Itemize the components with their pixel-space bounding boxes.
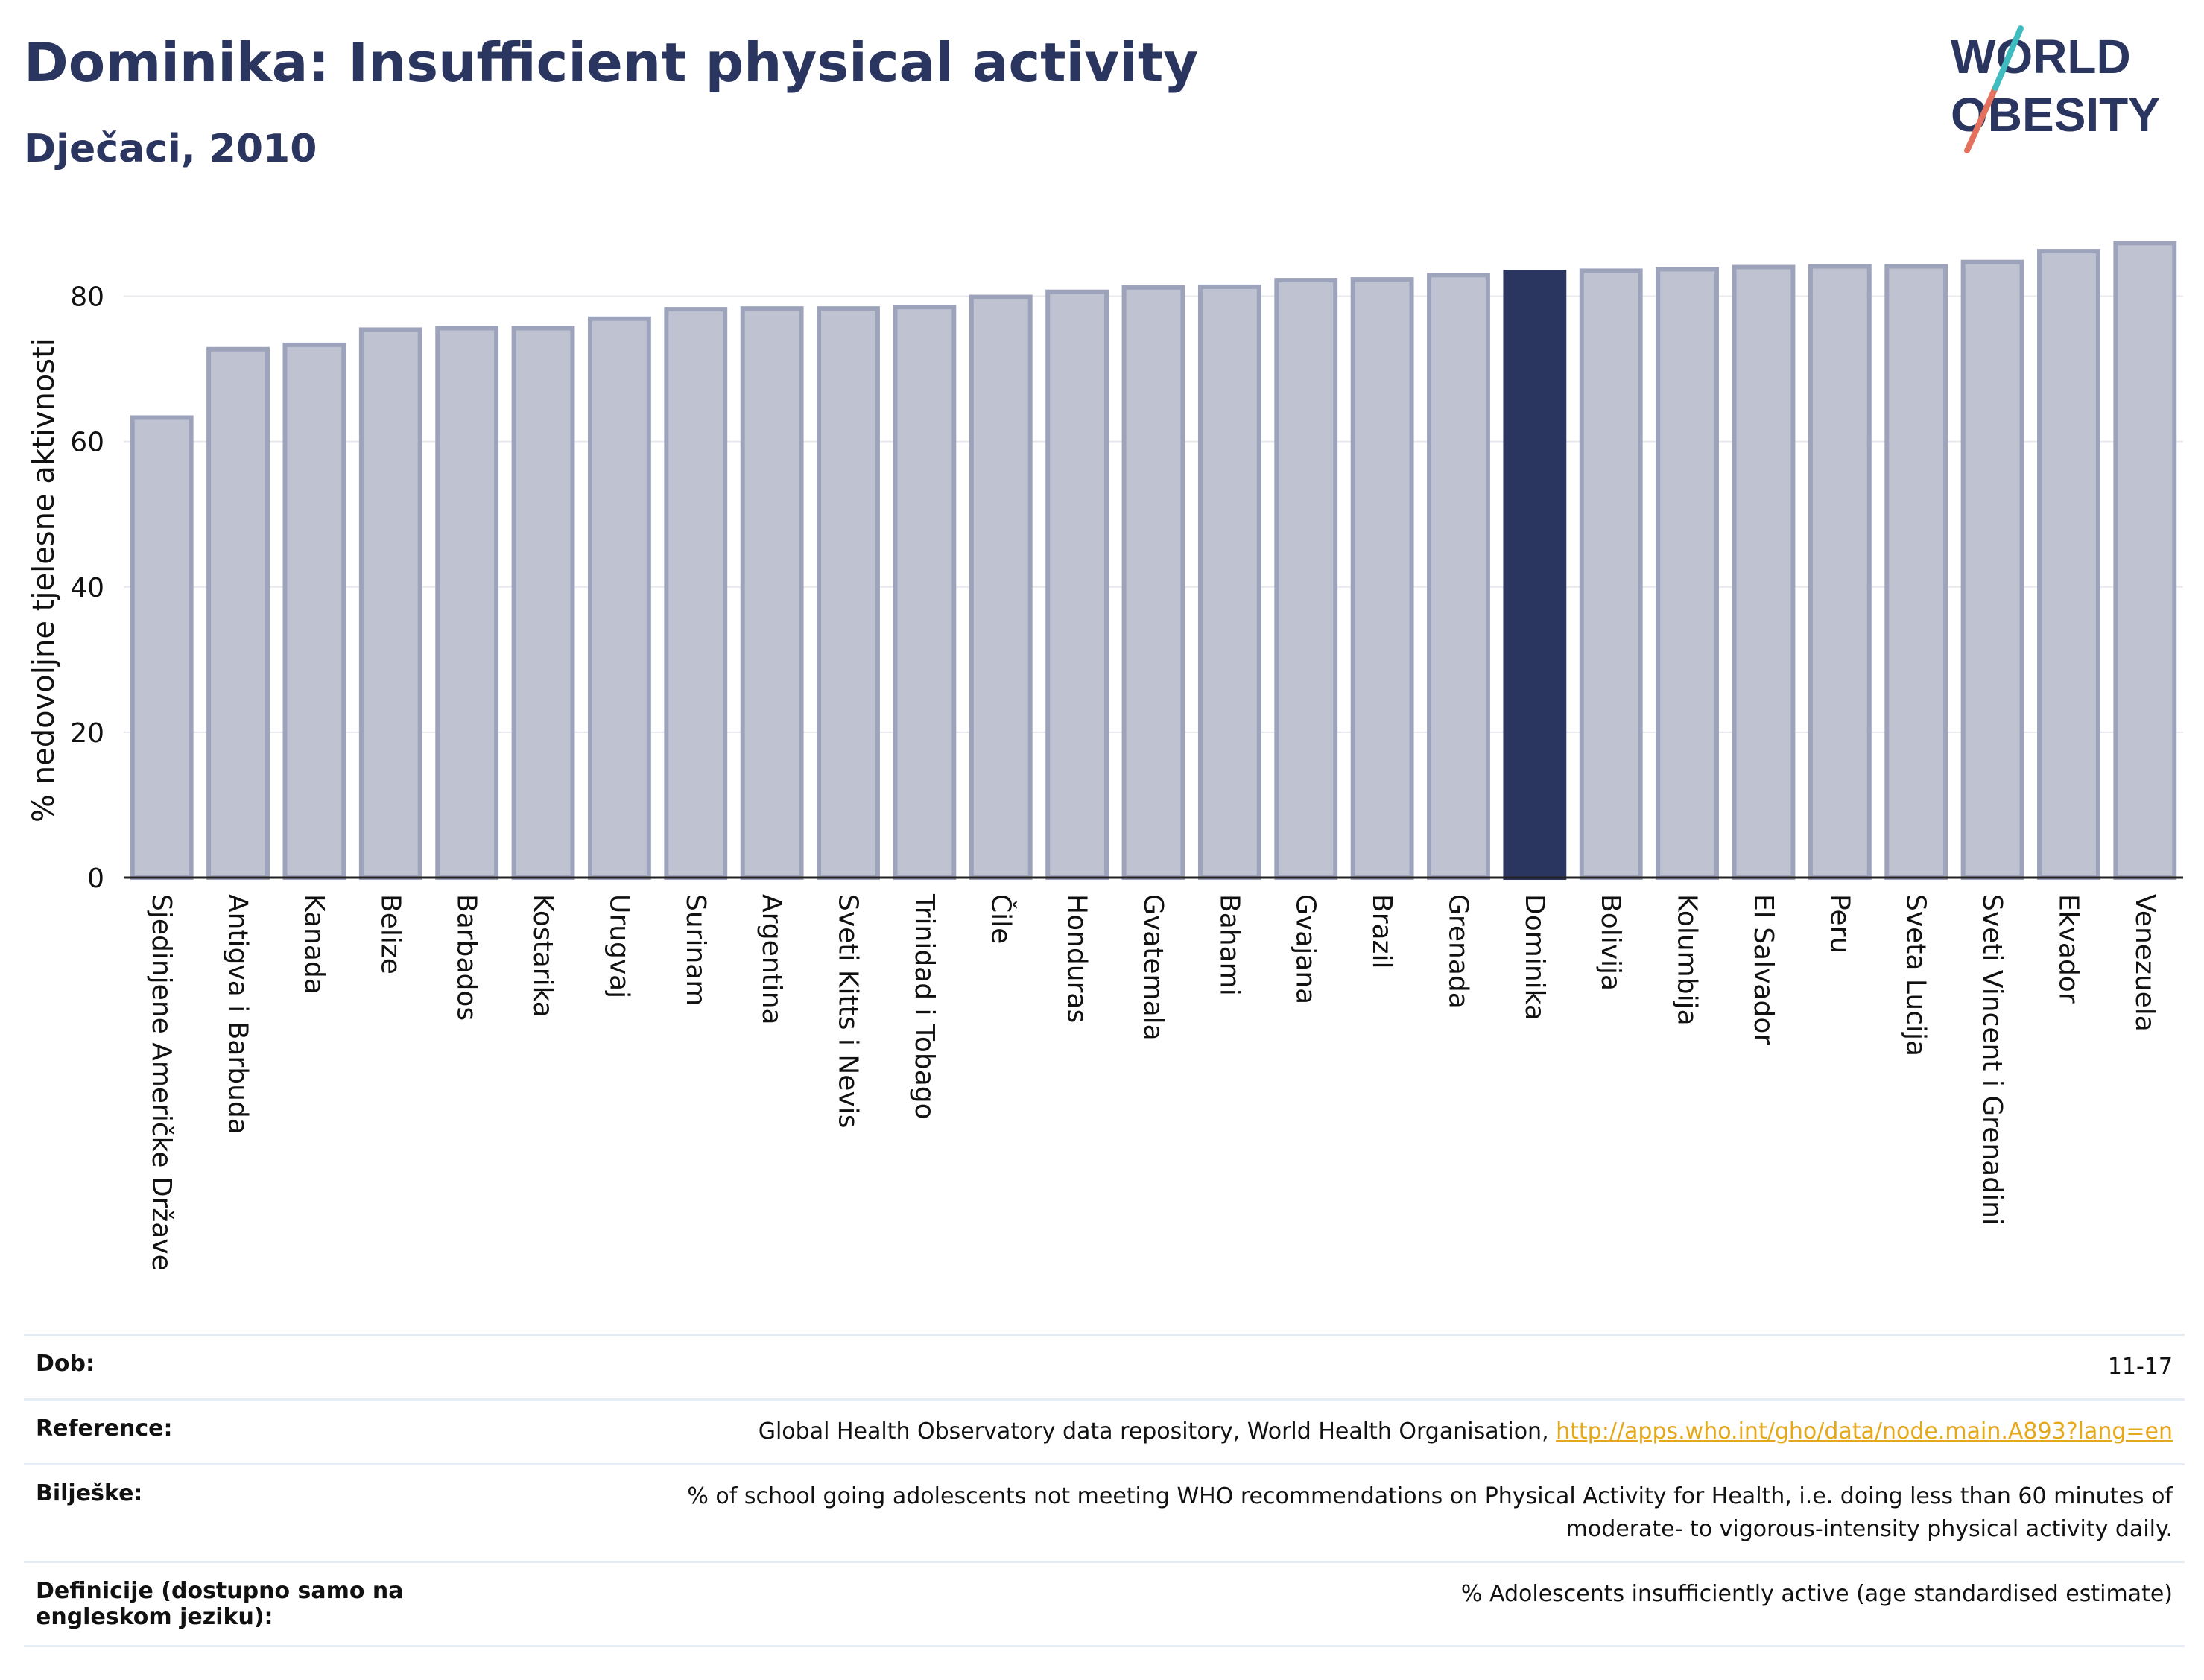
bar [358, 327, 422, 881]
y-tick-label: 0 [87, 863, 104, 894]
x-tick-label: Gvajana [1291, 894, 1321, 1004]
bar [282, 342, 346, 880]
x-tick-label: Barbados [452, 894, 482, 1021]
x-tick-label: Bolivija [1595, 894, 1626, 991]
page-title: Dominika: Insufficient physical activity [24, 31, 1199, 94]
info-row-reference: Reference: Global Health Observatory dat… [24, 1398, 2185, 1465]
world-obesity-logo: WORLD OBESITY [1951, 25, 2160, 153]
bar [740, 306, 804, 880]
x-tick-label: Honduras [1062, 894, 1092, 1023]
definitions-label: Definicije (dostupno samo na engleskom j… [24, 1561, 554, 1647]
x-tick-label: Dominika [1519, 894, 1550, 1021]
x-tick-label: Antigva i Barbuda [223, 894, 253, 1135]
bar [1197, 284, 1261, 880]
bar [1732, 264, 1796, 880]
bar [1579, 268, 1643, 880]
bar [1884, 264, 1948, 880]
age-value: 11-17 [554, 1334, 2185, 1400]
bar [2113, 241, 2177, 880]
bar [1350, 277, 1414, 880]
bar [2037, 249, 2100, 880]
info-row-notes: Bilješke: % of school going adolescents … [24, 1463, 2185, 1562]
bar [130, 415, 194, 880]
y-tick-label: 80 [70, 282, 104, 313]
reference-link[interactable]: http://apps.who.int/gho/data/node.main.A… [1556, 1419, 2173, 1445]
bar [587, 316, 651, 880]
x-tick-label: Trinidad i Tobago [909, 893, 940, 1120]
info-row-definitions: Definicije (dostupno samo na engleskom j… [24, 1561, 2185, 1647]
x-tick-label: Sveta Lucija [1901, 894, 1931, 1056]
notes-value: % of school going adolescents not meetin… [554, 1463, 2185, 1562]
x-tick-label: Urugvaj [604, 894, 634, 998]
y-axis-label: % nedovoljne tjelesne aktivnosti [27, 338, 61, 822]
bar [1808, 264, 1872, 880]
bar [1656, 267, 1720, 880]
age-label: Dob: [24, 1334, 554, 1400]
svg-text:WORLD: WORLD [1951, 30, 2131, 83]
bar [969, 294, 1033, 880]
y-tick-label: 40 [70, 573, 104, 603]
x-tick-label: Grenada [1443, 894, 1473, 1009]
page-subtitle: Dječaci, 2010 [24, 127, 317, 171]
x-tick-label: Ekvador [2053, 894, 2083, 1004]
x-tick-label: Belize [375, 894, 405, 974]
x-tick-label: Čile [985, 894, 1016, 944]
x-tick-label: Sjedinjene Američke Države [146, 894, 177, 1271]
bar [1503, 270, 1567, 880]
bar [893, 305, 957, 880]
x-tick-label: Kolumbija [1672, 894, 1703, 1026]
bar [1960, 259, 2024, 880]
x-tick-label: Sveti Vincent i Grenadini [1977, 894, 2007, 1226]
y-tick-label: 20 [70, 718, 104, 749]
bar [664, 307, 728, 881]
definitions-value: % Adolescents insufficiently active (age… [554, 1561, 2185, 1647]
bar [206, 346, 270, 880]
bar [1121, 285, 1185, 880]
x-tick-label: Argentina [756, 894, 787, 1025]
y-tick-label: 60 [70, 428, 104, 458]
x-tick-label: Surinam [680, 894, 711, 1006]
notes-label: Bilješke: [24, 1463, 554, 1562]
x-tick-label: Peru [1824, 894, 1855, 954]
x-tick-label: Kostarika [528, 894, 558, 1018]
bar [817, 306, 880, 880]
bar [1274, 278, 1338, 880]
x-tick-label: Venezuela [2129, 894, 2160, 1032]
reference-text: Global Health Observatory data repositor… [758, 1419, 1557, 1445]
x-tick-label: El Salvador [1748, 894, 1779, 1045]
info-row-age: Dob: 11-17 [24, 1334, 2185, 1400]
bar [435, 326, 499, 881]
x-tick-label: Bahami [1214, 894, 1244, 996]
bar [1045, 289, 1109, 880]
x-tick-label: Sveti Kitts i Nevis [833, 894, 864, 1129]
bar [1427, 273, 1490, 880]
bar [511, 326, 575, 881]
bar-chart: 0 20 40 60 80 Sjedinjene Američke Države Antig… [27, 241, 2183, 1271]
reference-label: Reference: [24, 1398, 554, 1465]
x-tick-label: Kanada [299, 894, 329, 995]
x-tick-label: Brazil [1367, 894, 1397, 969]
info-table: Dob: 11-17 Reference: Global Health Obse… [24, 1334, 2185, 1647]
x-tick-label: Gvatemala [1138, 894, 1168, 1041]
